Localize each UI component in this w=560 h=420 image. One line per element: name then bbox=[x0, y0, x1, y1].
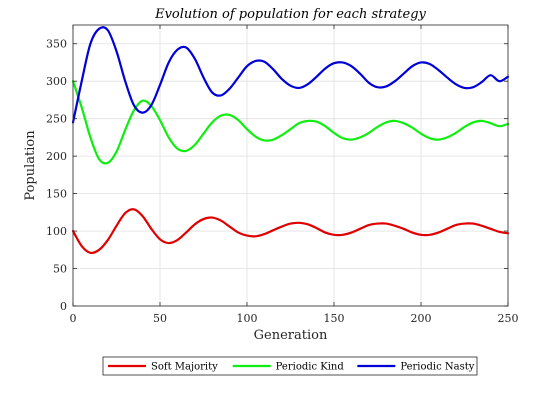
y-tick-label-6: 300 bbox=[46, 75, 67, 88]
y-tick-label-5: 250 bbox=[46, 113, 67, 126]
x-tick-label-5: 250 bbox=[498, 312, 519, 325]
series-line-periodic-kind bbox=[71, 80, 510, 165]
x-tick-label-4: 200 bbox=[411, 312, 432, 325]
legend-label-soft-majority: Soft Majority bbox=[151, 362, 218, 373]
x-tick-label-2: 100 bbox=[237, 312, 258, 325]
legend-box bbox=[102, 356, 478, 376]
y-tick-label-7: 350 bbox=[46, 38, 67, 51]
chart-title: Evolution of population for each strateg… bbox=[154, 7, 426, 22]
x-tick-label-3: 150 bbox=[324, 312, 345, 325]
x-axis-label: Generation bbox=[254, 328, 328, 343]
x-tick-label-0: 0 bbox=[70, 312, 77, 325]
y-tick-label-1: 50 bbox=[53, 263, 67, 276]
y-tick-label-0: 0 bbox=[60, 300, 67, 313]
y-tick-label-2: 100 bbox=[46, 225, 67, 238]
y-axis-label: Population bbox=[23, 130, 38, 201]
legend-label-periodic-kind: Periodic Kind bbox=[276, 362, 345, 373]
grid bbox=[72, 25, 509, 307]
ticks: 0 50 100 150 200 250 0 50 100 150 200 250 300 350 bbox=[46, 25, 519, 325]
x-tick-label-1: 50 bbox=[153, 312, 167, 325]
series-line-soft-majority bbox=[71, 208, 510, 255]
series-line-periodic-nasty bbox=[71, 26, 510, 124]
legend-label-periodic-nasty: Periodic Nasty bbox=[400, 362, 474, 373]
y-tick-label-3: 150 bbox=[46, 188, 67, 201]
legend: Soft Majority Periodic Kind Periodic Nasty bbox=[102, 356, 478, 376]
axes-frame bbox=[72, 24, 509, 307]
series-lines bbox=[71, 26, 510, 255]
y-tick-label-4: 200 bbox=[46, 150, 67, 163]
